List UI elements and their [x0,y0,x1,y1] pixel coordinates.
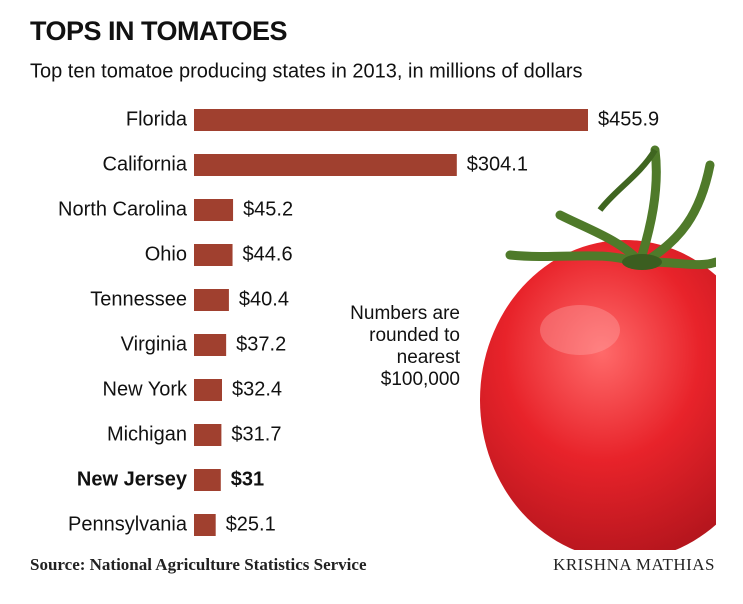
value-label: $304.1 [467,153,528,175]
value-label: $31.7 [231,423,281,445]
y-tick-label: Virginia [121,333,188,355]
bar [194,244,233,266]
value-label: $31 [231,468,264,490]
bar [194,379,223,401]
bar [194,154,457,176]
y-tick-label: Florida [126,108,188,130]
bar [194,469,221,491]
value-label: $25.1 [226,513,276,535]
bar [194,109,588,131]
value-label: $32.4 [232,378,282,400]
bar [194,424,222,446]
y-tick-label: Michigan [107,423,187,445]
credit: KRISHNA MATHIAS [553,555,715,574]
bar [194,289,229,311]
tomato-image [480,145,716,550]
y-tick-label: North Carolina [58,198,188,220]
value-label: $37.2 [236,333,286,355]
y-tick-label: New Jersey [77,468,188,490]
bar [194,514,216,536]
y-tick-label: California [103,153,188,175]
value-label: $40.4 [239,288,289,310]
y-tick-label: Pennsylvania [68,513,188,535]
value-label: $455.9 [598,108,659,130]
y-tick-label: Tennessee [90,288,187,310]
chart-title: TOPS IN TOMATOES [30,16,287,46]
value-label: $44.6 [243,243,293,265]
y-tick-label: New York [103,378,188,400]
chart-subtitle: Top ten tomatoe producing states in 2013… [30,60,583,82]
source: Source: National Agriculture Statistics … [30,555,367,574]
annotation: Numbers are rounded to nearest $100,000 [350,303,460,390]
bar [194,199,234,221]
y-tick-label: Ohio [145,243,187,265]
value-label: $45.2 [243,198,293,220]
bar [194,334,227,356]
